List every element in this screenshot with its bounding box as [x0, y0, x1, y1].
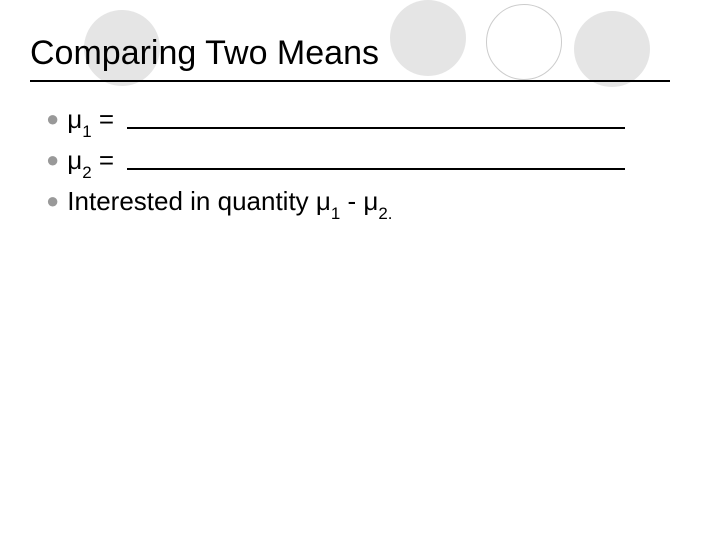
- bullet-icon: ●: [46, 190, 59, 212]
- title-underline: [30, 80, 670, 82]
- mu1-subscript: 1: [82, 122, 91, 141]
- mu1-equals: =: [92, 104, 122, 134]
- bullet-3-text: Interested in quantity μ1 - μ2.: [67, 186, 392, 221]
- decorative-circle-2: [390, 0, 466, 76]
- decorative-circle-4: [574, 11, 650, 87]
- slide-body: ● μ1 = ● μ2 = ● Interested in quantity μ…: [46, 104, 676, 228]
- mu2-symbol: μ: [67, 145, 82, 175]
- bullet-item-2: ● μ2 =: [46, 145, 676, 180]
- mu1-sub-inline: 1: [331, 204, 340, 223]
- mu2-equals: =: [92, 145, 122, 175]
- bullet-1-text: μ1 =: [67, 104, 625, 139]
- bullet-2-text: μ2 =: [67, 145, 625, 180]
- blank-line-2: [127, 147, 625, 170]
- bullet-icon: ●: [46, 108, 59, 130]
- bullet-item-1: ● μ1 =: [46, 104, 676, 139]
- bullet-icon: ●: [46, 149, 59, 171]
- bullet-item-3: ● Interested in quantity μ1 - μ2.: [46, 186, 676, 221]
- mu2-subscript: 2: [82, 163, 91, 182]
- mu2-sub-inline: 2.: [378, 204, 392, 223]
- slide-title: Comparing Two Means: [30, 34, 379, 73]
- decorative-circle-3: [486, 4, 562, 80]
- interested-text-1: Interested in quantity μ: [67, 186, 331, 216]
- mu1-symbol: μ: [67, 104, 82, 134]
- interested-text-2: - μ: [340, 186, 378, 216]
- blank-line-1: [127, 106, 625, 129]
